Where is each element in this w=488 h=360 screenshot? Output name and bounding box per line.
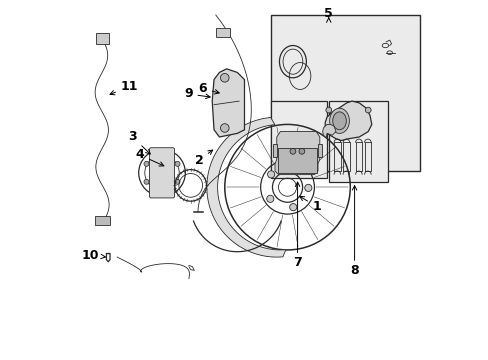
Circle shape	[289, 203, 296, 211]
Text: 2: 2	[194, 150, 212, 167]
Text: 11: 11	[110, 80, 138, 95]
Text: 6: 6	[198, 82, 219, 95]
Circle shape	[304, 184, 311, 192]
Bar	[271, 15, 419, 171]
Circle shape	[298, 148, 304, 154]
Circle shape	[220, 73, 228, 82]
Text: 7: 7	[293, 256, 301, 269]
Bar	[96, 33, 109, 44]
Circle shape	[220, 124, 228, 132]
Text: 5: 5	[324, 7, 332, 20]
Text: 3: 3	[128, 130, 150, 154]
Ellipse shape	[329, 108, 349, 134]
Text: 1: 1	[299, 196, 321, 213]
Polygon shape	[274, 132, 319, 175]
Text: 9: 9	[183, 87, 210, 100]
Bar	[273, 144, 277, 157]
Circle shape	[175, 161, 180, 166]
FancyBboxPatch shape	[149, 148, 174, 198]
Text: 8: 8	[349, 264, 358, 277]
Circle shape	[325, 107, 331, 113]
Text: 10: 10	[81, 249, 105, 262]
Polygon shape	[325, 101, 371, 140]
Bar	[317, 144, 322, 157]
Circle shape	[143, 179, 149, 184]
Circle shape	[290, 164, 298, 171]
Circle shape	[266, 195, 273, 202]
Circle shape	[159, 188, 164, 193]
Ellipse shape	[332, 112, 346, 130]
Polygon shape	[212, 69, 244, 137]
Circle shape	[267, 171, 274, 178]
Bar	[277, 148, 317, 173]
Circle shape	[159, 152, 164, 157]
Circle shape	[289, 148, 295, 154]
Bar	[215, 28, 230, 37]
Circle shape	[365, 107, 370, 113]
Bar	[271, 101, 326, 178]
Polygon shape	[322, 125, 335, 138]
Circle shape	[143, 161, 149, 166]
Bar	[328, 101, 387, 182]
Bar	[94, 216, 109, 225]
Circle shape	[175, 179, 180, 184]
Text: 4: 4	[135, 148, 163, 166]
Polygon shape	[206, 117, 285, 257]
